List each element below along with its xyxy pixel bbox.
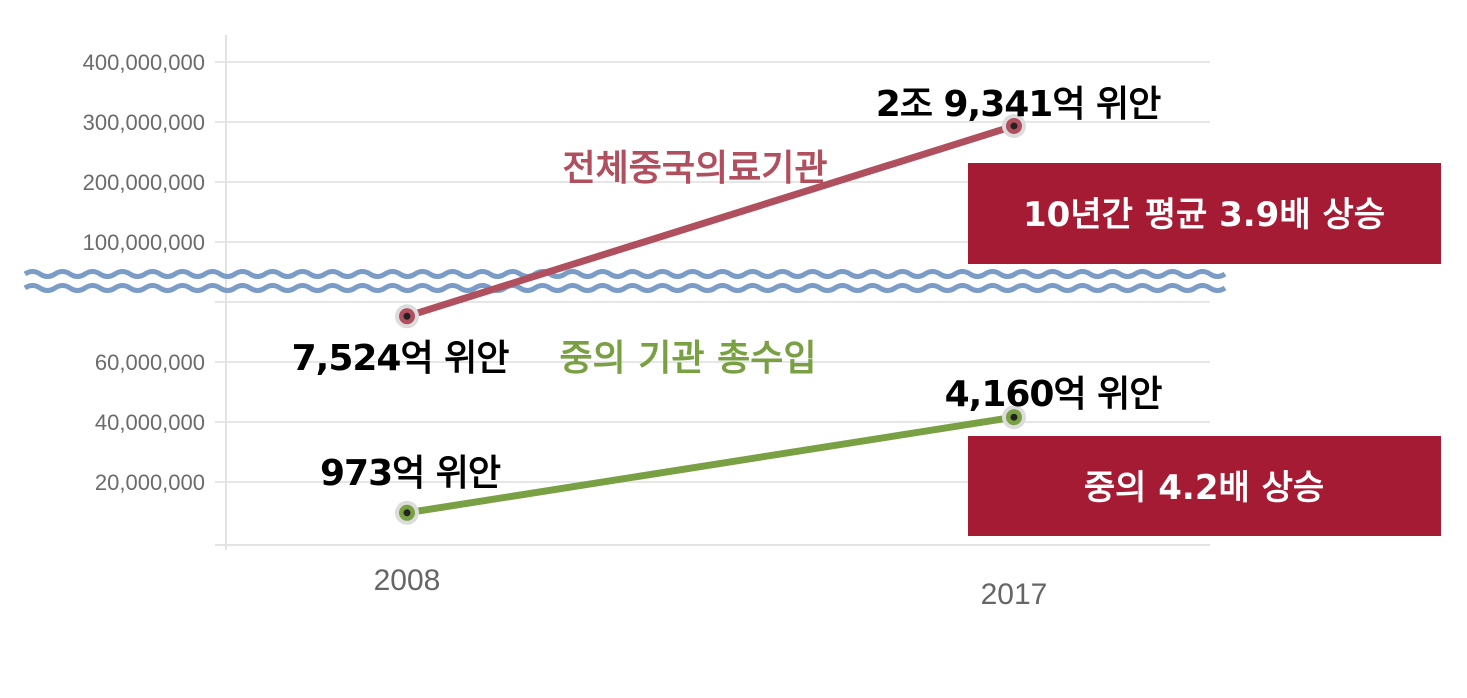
point-center — [403, 509, 411, 517]
x-tick-2008: 2008 — [374, 564, 441, 597]
point-center — [1010, 122, 1018, 130]
annotation-box-tcm — [968, 436, 1441, 536]
data-point-0-0 — [395, 304, 419, 329]
series-line-1 — [403, 413, 1018, 517]
series-lines — [403, 122, 1018, 517]
data-label-total-2017: 2조 9,341억 위안 — [876, 84, 1161, 125]
annotation-text-total: 10년간 평균 3.9배 상승 — [1023, 195, 1385, 235]
y-tick-label: 20,000,000 — [95, 470, 205, 495]
y-tick-label: 60,000,000 — [95, 350, 205, 375]
annotation-text-tcm: 중의 4.2배 상승 — [1084, 468, 1324, 508]
gridlines — [215, 61, 1210, 483]
y-tick-labels: 100,000,000 200,000,000 300,000,000 400,000… — [83, 50, 205, 495]
data-label-tcm-2017: 4,160억 위안 — [945, 374, 1163, 415]
x-tick-2017: 2017 — [981, 578, 1048, 611]
series-line-0 — [403, 122, 1018, 320]
data-point-1-1 — [1002, 405, 1026, 430]
break-wave-1 — [23, 269, 1227, 279]
y-tick-label: 200,000,000 — [83, 170, 205, 195]
data-point-0-1 — [1002, 113, 1026, 138]
data-label-total-2008: 7,524억 위안 — [292, 338, 510, 379]
annotation-box-total — [968, 163, 1441, 264]
break-wave-2 — [23, 283, 1227, 293]
series-points — [395, 113, 1026, 525]
data-point-1-0 — [395, 500, 419, 525]
data-label-tcm-2008: 973억 위안 — [320, 453, 501, 494]
point-center — [403, 312, 411, 320]
x-tick-labels: 2008 2017 — [374, 564, 1048, 611]
series-label-total: 전체중국의료기관 — [563, 148, 828, 189]
series-label-tcm: 중의 기관 총수입 — [560, 338, 817, 379]
y-tick-label: 40,000,000 — [95, 410, 205, 435]
y-tick-label: 400,000,000 — [83, 50, 205, 75]
y-tick-label: 100,000,000 — [83, 230, 205, 255]
y-tick-label: 300,000,000 — [83, 110, 205, 135]
axis-break-wave — [23, 269, 1227, 293]
point-center — [1010, 413, 1018, 421]
